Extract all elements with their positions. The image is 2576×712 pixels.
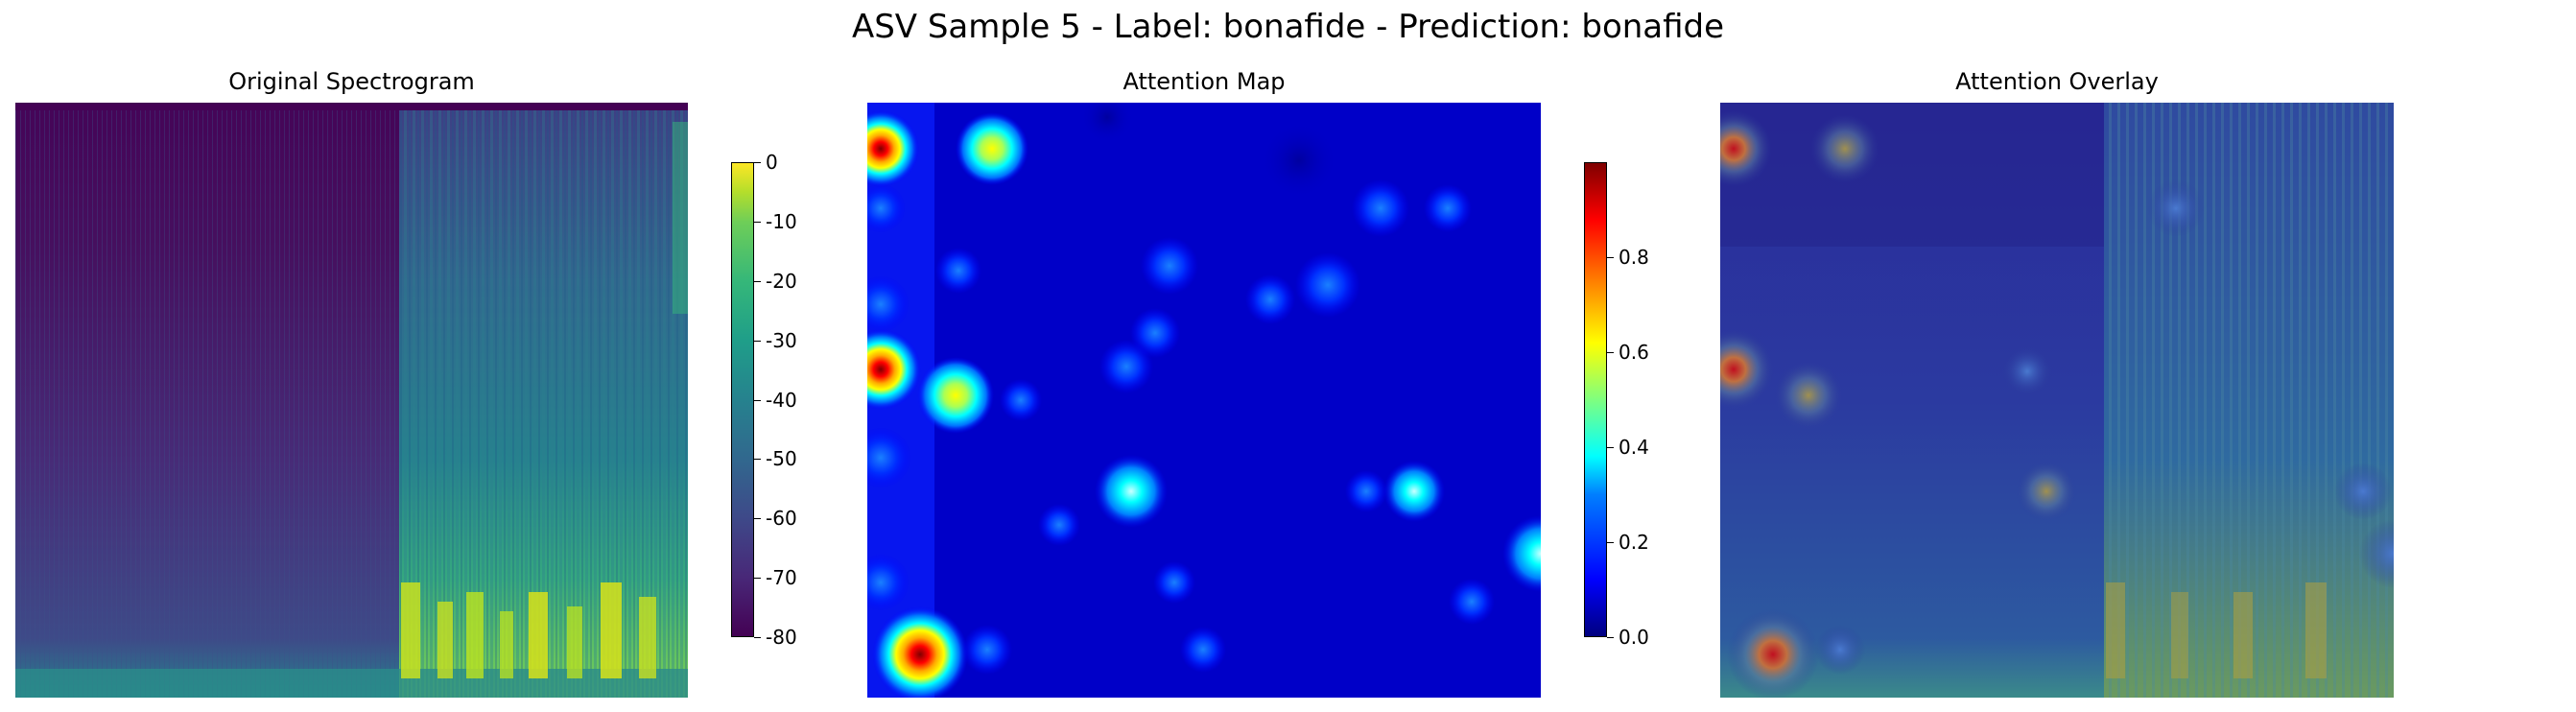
- colorbar-tick-label: -80: [766, 626, 797, 649]
- colorbar-tick: [1607, 447, 1614, 448]
- attention-colorbar: [1584, 162, 1607, 637]
- colorbar-tick: [1607, 352, 1614, 353]
- colorbar-tick: [754, 162, 761, 163]
- attention-hotspots: [867, 103, 1541, 698]
- colorbar-tick-label: 0.4: [1619, 436, 1649, 459]
- spectrogram-plot: [15, 103, 688, 698]
- colorbar-tick: [754, 340, 761, 342]
- colorbar-tick: [754, 221, 761, 223]
- colorbar-tick-label: 0.2: [1619, 531, 1649, 554]
- attention-map-plot: [867, 103, 1541, 698]
- colorbar-tick: [754, 578, 761, 580]
- attention-overlay-plot: [1720, 103, 2394, 698]
- colorbar-tick-label: -30: [766, 328, 797, 352]
- colorbar-tick-label: 0.8: [1619, 246, 1649, 269]
- spectrogram-colorbar: [731, 162, 754, 637]
- colorbar-tick-label: 0.0: [1619, 626, 1649, 649]
- colorbar-tick: [1607, 542, 1614, 543]
- colorbar-tick: [754, 399, 761, 401]
- colorbar-tick-label: -40: [766, 388, 797, 412]
- spectrogram-title: Original Spectrogram: [228, 68, 475, 95]
- attention-map-image: [867, 103, 1541, 698]
- colorbar-tick-label: -70: [766, 566, 797, 590]
- spectrogram-formants: [401, 122, 688, 678]
- colorbar-tick: [754, 518, 761, 520]
- colorbar-tick: [754, 280, 761, 282]
- overlay-formants: [2106, 582, 2327, 678]
- colorbar-tick: [754, 637, 761, 638]
- attention-overlay-title: Attention Overlay: [1955, 68, 2159, 95]
- attention-map-title: Attention Map: [1123, 68, 1286, 95]
- colorbar-tick-label: -20: [766, 269, 797, 293]
- colorbar-tick: [754, 459, 761, 461]
- overlay-hotspots: [1720, 110, 2394, 698]
- colorbar-tick: [1607, 637, 1614, 638]
- colorbar-tick-label: 0.6: [1619, 341, 1649, 364]
- colorbar-tick-label: -50: [766, 447, 797, 471]
- colorbar-tick: [1607, 257, 1614, 258]
- colorbar-tick-label: -60: [766, 507, 797, 531]
- colorbar-tick-label: 0: [766, 151, 778, 174]
- colorbar-tick-label: -10: [766, 209, 797, 233]
- attention-overlay-image: [1720, 103, 2394, 698]
- figure-title: ASV Sample 5 - Label: bonafide - Predict…: [851, 8, 1725, 46]
- spectrogram-image: [15, 103, 688, 698]
